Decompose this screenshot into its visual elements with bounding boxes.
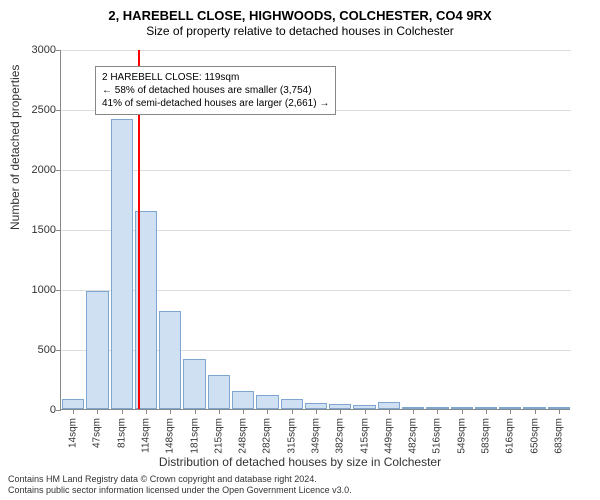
xtick-label: 114sqm [141,418,152,453]
xtick-mark [146,409,147,414]
histogram-bar [232,391,254,409]
xtick-label: 415sqm [359,418,370,454]
page-title-line1: 2, HAREBELL CLOSE, HIGHWOODS, COLCHESTER… [0,8,600,23]
xtick-mark [292,409,293,414]
xtick-label: 215sqm [213,418,224,454]
xtick-mark [437,409,438,414]
histogram-bar [183,359,205,409]
xtick-label: 382sqm [335,418,346,454]
ytick-label: 3000 [16,44,56,56]
histogram-bar [111,119,133,409]
xtick-mark [195,409,196,414]
x-axis-label: Distribution of detached houses by size … [0,455,600,469]
xtick-label: 583sqm [481,418,492,454]
xtick-mark [413,409,414,414]
xtick-mark [219,409,220,414]
histogram-bar [62,399,84,409]
xtick-mark [389,409,390,414]
xtick-label: 449sqm [383,418,394,454]
xtick-mark [365,409,366,414]
xtick-mark [535,409,536,414]
ytick-label: 2000 [16,164,56,176]
footer-line1: Contains HM Land Registry data © Crown c… [8,474,352,485]
histogram-bar [208,375,230,409]
histogram-bar [256,395,278,409]
xtick-mark [122,409,123,414]
y-axis-label: Number of detached properties [8,65,22,230]
xtick-label: 516sqm [432,418,443,454]
page-title-line2: Size of property relative to detached ho… [0,24,600,38]
ytick-mark [56,350,61,351]
ytick-mark [56,50,61,51]
xtick-label: 349sqm [311,418,322,454]
xtick-label: 482sqm [408,418,419,454]
ytick-mark [56,170,61,171]
annotation-line3: 41% of semi-detached houses are larger (… [102,97,329,110]
xtick-mark [97,409,98,414]
ytick-mark [56,290,61,291]
xtick-mark [559,409,560,414]
xtick-mark [486,409,487,414]
ytick-label: 1000 [16,284,56,296]
xtick-label: 81sqm [116,418,127,448]
histogram-bar [86,291,108,409]
xtick-label: 616sqm [505,418,516,454]
xtick-mark [316,409,317,414]
ytick-mark [56,410,61,411]
histogram-bar [281,399,303,409]
xtick-mark [73,409,74,414]
xtick-label: 47sqm [92,418,103,448]
histogram-bar [378,402,400,409]
ytick-mark [56,230,61,231]
annotation-line1: 2 HAREBELL CLOSE: 119sqm [102,71,329,84]
xtick-mark [340,409,341,414]
xtick-label: 683sqm [553,418,564,454]
annotation-box: 2 HAREBELL CLOSE: 119sqm ← 58% of detach… [95,66,336,115]
xtick-mark [510,409,511,414]
annotation-line2: ← 58% of detached houses are smaller (3,… [102,84,329,97]
xtick-mark [170,409,171,414]
ytick-label: 2500 [16,104,56,116]
ytick-label: 0 [16,404,56,416]
xtick-label: 181sqm [189,418,200,454]
xtick-label: 148sqm [165,418,176,454]
chart-plot-area: 05001000150020002500300014sqm47sqm81sqm1… [60,50,570,410]
ytick-label: 1500 [16,224,56,236]
xtick-label: 282sqm [262,418,273,454]
xtick-label: 14sqm [68,418,79,448]
histogram-bar [159,311,181,409]
xtick-label: 315sqm [286,418,297,454]
xtick-mark [462,409,463,414]
xtick-mark [243,409,244,414]
footer-line2: Contains public sector information licen… [8,485,352,496]
xtick-label: 549sqm [456,418,467,454]
footer-attribution: Contains HM Land Registry data © Crown c… [8,474,352,496]
xtick-mark [267,409,268,414]
xtick-label: 650sqm [529,418,540,454]
ytick-label: 500 [16,344,56,356]
xtick-label: 248sqm [238,418,249,454]
ytick-mark [56,110,61,111]
